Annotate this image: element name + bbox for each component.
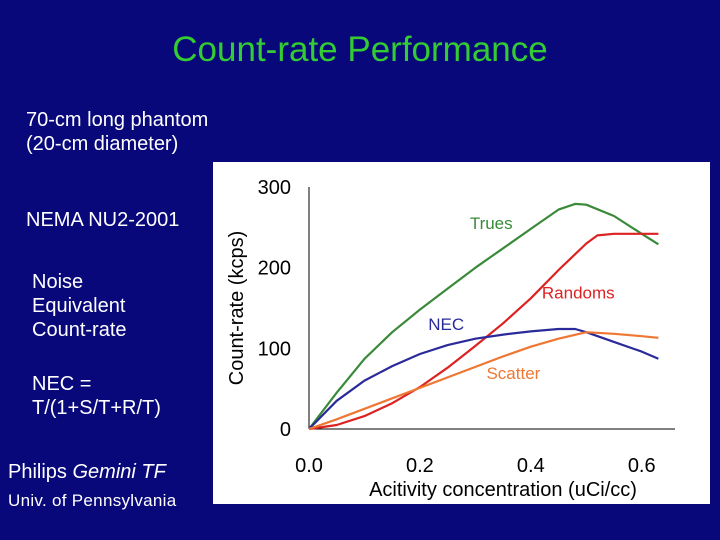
x-tick-label: 0.6 — [628, 455, 656, 477]
system-credit-name: Gemini TF — [72, 461, 166, 483]
tick-labels: 0 100 200 300 0.0 0.2 0.4 0.6 — [258, 177, 656, 477]
x-tick-label: 0.0 — [295, 455, 323, 477]
series-label-trues: Trues — [470, 214, 513, 233]
series-lines — [308, 202, 659, 431]
nec-definition-note: Noise Equivalent Count-rate — [32, 271, 127, 341]
system-credit-prefix: Philips — [8, 461, 73, 483]
x-tick-label: 0.4 — [517, 455, 545, 477]
series-labels: Trues Randoms NEC Scatter — [428, 214, 614, 383]
series-line-nec — [308, 327, 659, 430]
institution-credit: Univ. of Pennsylvania — [8, 491, 177, 510]
y-tick-label: 0 — [280, 419, 291, 441]
series-label-scatter: Scatter — [486, 364, 540, 383]
standard-note: NEMA NU2-2001 — [26, 209, 180, 231]
y-tick-label: 100 — [258, 338, 291, 360]
y-tick-label: 200 — [258, 258, 291, 280]
nec-formula-note: NEC = T/(1+S/T+R/T) — [32, 373, 161, 419]
slide-title: Count-rate Performance — [172, 30, 548, 69]
system-credit: Philips Gemini TF — [8, 460, 166, 484]
series-line-randoms — [308, 232, 659, 431]
series-label-randoms: Randoms — [542, 283, 615, 302]
count-rate-chart: Count-rate (kcps) Acitivity concentratio… — [226, 177, 675, 501]
y-tick-label: 300 — [258, 177, 291, 199]
chart-panel: Count-rate (kcps) Acitivity concentratio… — [213, 162, 710, 504]
x-tick-label: 0.2 — [406, 455, 434, 477]
series-line-trues — [308, 202, 659, 430]
x-axis-label: Acitivity concentration (uCi/cc) — [369, 479, 637, 501]
series-line-scatter — [308, 331, 659, 431]
series-label-nec: NEC — [428, 315, 464, 334]
y-axis-label: Count-rate (kcps) — [226, 231, 248, 386]
phantom-note: 70-cm long phantom (20-cm diameter) — [26, 109, 209, 155]
